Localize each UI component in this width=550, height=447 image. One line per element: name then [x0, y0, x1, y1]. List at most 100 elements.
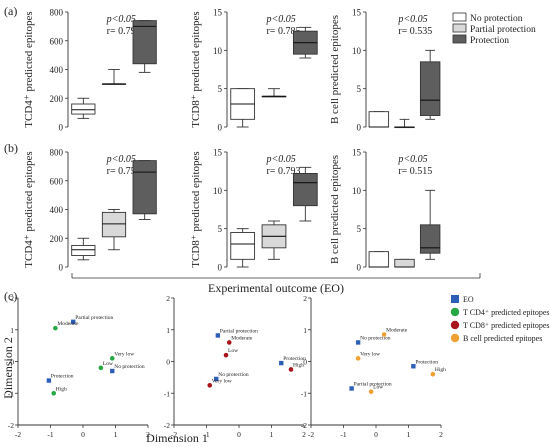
- point-tcd8: [288, 367, 294, 372]
- x-tick-label: -1: [47, 430, 53, 439]
- mca-legend: EO T CD4⁺ predicted epitopes T CD8⁺ predic…: [450, 295, 550, 343]
- box-no-protection: [368, 251, 390, 268]
- point-label: Protection: [51, 374, 74, 380]
- y-tick-label: 800: [50, 148, 64, 158]
- y-tick-label: 5: [218, 84, 223, 94]
- y-axis-label: TCD8⁺ predicted epitopes: [190, 11, 202, 127]
- y-tick-label: -1: [164, 389, 170, 398]
- box-iqr: [419, 224, 441, 254]
- point-label: High: [293, 362, 304, 368]
- y-tick-label: 0: [357, 263, 362, 273]
- boxplot-a-3: 0 5 10 15 B cell predicted epitopes p<0.05r= …: [329, 8, 441, 133]
- y-tick-label: -1: [8, 389, 14, 398]
- point-label: Partial protection: [354, 381, 392, 387]
- box-iqr: [132, 20, 157, 65]
- legend-marker: [450, 320, 460, 330]
- point-eo: [355, 340, 361, 345]
- legend-swatch: [452, 23, 467, 33]
- y-tick-label: 2: [166, 294, 170, 303]
- point-bcell: [355, 356, 361, 361]
- box-protection: [292, 166, 318, 222]
- point-eo: [110, 368, 115, 374]
- box-iqr: [71, 244, 96, 256]
- x-tick-label: 2: [146, 430, 150, 439]
- x-tick-label: 2: [302, 430, 306, 439]
- box-iqr: [368, 251, 390, 268]
- box-partial-protection: [394, 258, 415, 268]
- y-tick-label: -2: [164, 421, 170, 430]
- point-label: Very low: [212, 378, 232, 384]
- y-tick-label: 400: [50, 65, 64, 75]
- box-iqr: [292, 173, 318, 207]
- point-label: High: [56, 386, 67, 392]
- legend-label: EO: [463, 295, 474, 304]
- point-tcd8: [226, 340, 232, 345]
- x-tick-label: 2: [439, 430, 443, 439]
- stat-annotation: r= 0.793: [266, 166, 300, 177]
- box-partial-protection: [101, 209, 127, 251]
- y-tick-label: 0: [10, 358, 14, 367]
- point-label: No protection: [360, 335, 391, 341]
- box-no-protection: [71, 97, 96, 119]
- point-label: Low: [103, 361, 113, 367]
- point-eo: [411, 364, 416, 369]
- y-tick-label: 0: [218, 263, 223, 273]
- y-tick-label: 15: [213, 8, 223, 18]
- point-label: Protection: [415, 359, 438, 365]
- box-protection: [419, 189, 441, 260]
- point-label: Low: [373, 385, 383, 391]
- point-label: Partial protection: [75, 315, 113, 321]
- point-label: Low: [228, 348, 238, 354]
- y-tick-label: 2: [303, 294, 307, 303]
- y-tick-label: 1: [303, 326, 307, 335]
- point-bcell: [430, 371, 436, 377]
- legend-label: T CD4⁺ predicted epitopes: [463, 308, 550, 317]
- y-tick-label: 10: [352, 46, 362, 56]
- legend-label: No protection: [470, 14, 523, 24]
- panel-label-c: (c): [4, 289, 17, 303]
- box-iqr: [230, 232, 256, 260]
- y-tick-label: 5: [357, 84, 362, 94]
- box-partial-protection: [394, 118, 415, 129]
- y-tick-label: 2: [10, 294, 14, 303]
- y-tick-label: 1: [10, 326, 14, 335]
- y-tick-label: 200: [50, 234, 64, 244]
- point-tcd4: [98, 365, 104, 371]
- box-iqr: [419, 61, 441, 116]
- point-eo: [71, 319, 76, 325]
- stat-annotation: p<0.05: [397, 154, 427, 165]
- legend-marker: [450, 307, 460, 317]
- point-label: High: [435, 367, 446, 373]
- boxplot-a-2: 0 5 10 15 TCD8⁺ predicted epitopes p<0.05r= 0…: [190, 8, 318, 133]
- mca-ylabel: Dimension 2: [1, 337, 15, 399]
- stat-annotation: p<0.05: [265, 154, 295, 165]
- point-label: No protection: [218, 372, 249, 378]
- x-tick-label: -1: [340, 430, 346, 439]
- x-tick-label: -2: [15, 430, 21, 439]
- y-tick-label: 800: [50, 8, 64, 18]
- point-tcd4: [109, 356, 115, 361]
- point-label: Moderate: [57, 321, 79, 327]
- legend-swatch: [452, 34, 467, 44]
- box-no-protection: [368, 111, 390, 128]
- stat-annotation: r= 0.752: [107, 166, 141, 177]
- y-axis-label: TCD8⁺ predicted epitopes: [190, 151, 202, 267]
- point-eo: [46, 378, 52, 383]
- y-tick-label: 0: [166, 358, 170, 367]
- y-tick-label: 15: [213, 148, 223, 158]
- box-iqr: [101, 211, 127, 238]
- x-tick-label: -2: [171, 430, 177, 439]
- y-axis-label: TCD4⁺ predicted epitopes: [23, 11, 35, 127]
- y-tick-label: 0: [59, 263, 64, 273]
- point-tcd4: [53, 325, 58, 331]
- y-axis-label: TCD4⁺ predicted epitopes: [23, 151, 35, 267]
- point-label: Very low: [114, 351, 134, 357]
- box-iqr: [132, 160, 157, 215]
- stat-annotation: p<0.05: [106, 154, 136, 165]
- y-axis-label: B cell predicted epitopes: [329, 15, 341, 124]
- x-tick-label: 0: [81, 430, 85, 439]
- legend-label: Protection: [470, 36, 509, 46]
- panel-label-a: (a): [4, 4, 17, 18]
